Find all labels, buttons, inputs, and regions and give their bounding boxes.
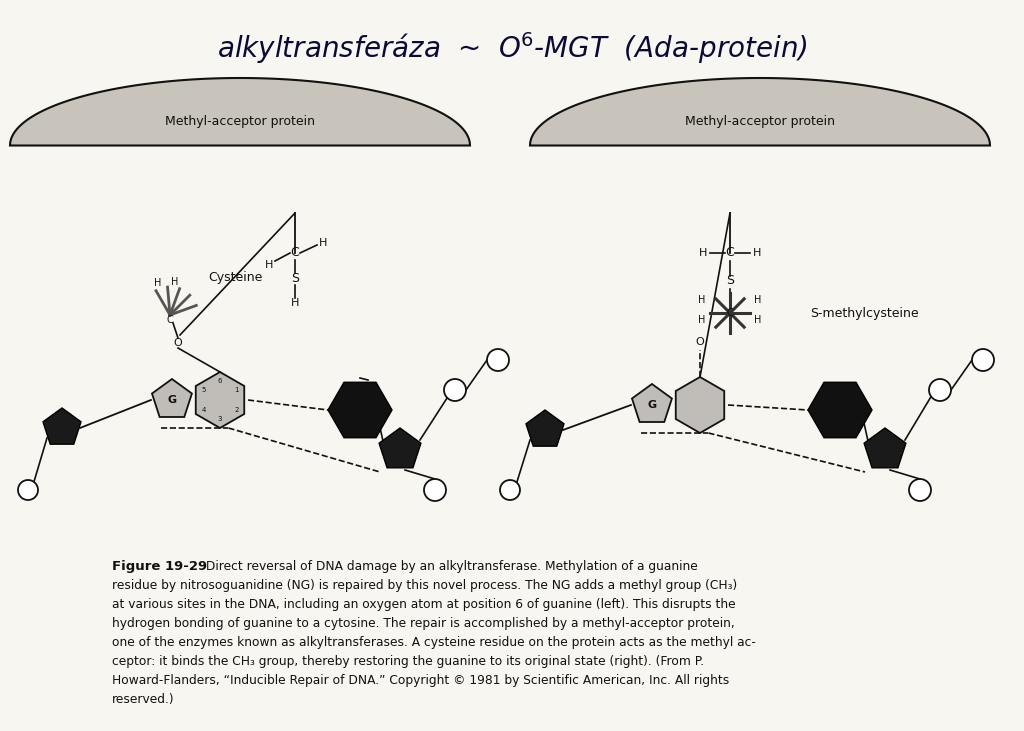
Circle shape: [929, 379, 951, 401]
Text: Direct reversal of DNA damage by an alkyltransferase. Methylation of a guanine: Direct reversal of DNA damage by an alky…: [202, 560, 697, 573]
Polygon shape: [379, 428, 421, 468]
Text: O: O: [695, 337, 705, 347]
Text: residue by nitrosoguanidine (NG) is repaired by this novel process. The NG adds : residue by nitrosoguanidine (NG) is repa…: [112, 579, 737, 592]
Text: C: C: [167, 315, 173, 325]
Text: ceptor: it binds the CH₃ group, thereby restoring the guanine to its original st: ceptor: it binds the CH₃ group, thereby …: [112, 655, 705, 668]
Circle shape: [500, 480, 520, 500]
Polygon shape: [808, 382, 872, 438]
Text: reserved.): reserved.): [112, 693, 175, 706]
Text: S: S: [291, 271, 299, 284]
Polygon shape: [864, 428, 906, 468]
Circle shape: [972, 349, 994, 371]
Text: S-methylcysteine: S-methylcysteine: [810, 306, 919, 319]
Text: Figure 19-29: Figure 19-29: [112, 560, 207, 573]
Text: Howard-Flanders, “Inducible Repair of DNA.” Copyright © 1981 by Scientific Ameri: Howard-Flanders, “Inducible Repair of DN…: [112, 674, 729, 687]
Text: C: C: [727, 308, 733, 318]
Text: H: H: [698, 315, 706, 325]
Text: H: H: [265, 260, 273, 270]
Polygon shape: [632, 384, 672, 422]
Circle shape: [18, 480, 38, 500]
Text: C: C: [291, 246, 299, 260]
Text: 4: 4: [202, 406, 206, 412]
Circle shape: [487, 349, 509, 371]
Text: H: H: [171, 277, 178, 287]
Text: G: G: [647, 400, 656, 410]
Text: Methyl-acceptor protein: Methyl-acceptor protein: [165, 115, 315, 129]
Circle shape: [424, 479, 446, 501]
Text: 6: 6: [218, 378, 222, 384]
Text: H: H: [318, 238, 328, 248]
Text: H: H: [753, 248, 761, 258]
Circle shape: [909, 479, 931, 501]
Polygon shape: [328, 382, 392, 438]
Circle shape: [444, 379, 466, 401]
Polygon shape: [43, 408, 81, 444]
Text: H: H: [698, 295, 706, 305]
Polygon shape: [196, 372, 245, 428]
Text: one of the enzymes known as alkyltransferases. A cysteine residue on the protein: one of the enzymes known as alkyltransfe…: [112, 636, 756, 649]
Text: Cysteine: Cysteine: [208, 271, 262, 284]
Text: H: H: [155, 278, 162, 288]
Polygon shape: [530, 78, 990, 145]
Text: alkyltransferáza  ~  O$^6$-MGT  (Ada-protein): alkyltransferáza ~ O$^6$-MGT (Ada-protei…: [217, 30, 807, 66]
Text: H: H: [755, 295, 762, 305]
Polygon shape: [10, 78, 470, 145]
Text: S: S: [726, 275, 734, 287]
Text: H: H: [291, 298, 299, 308]
Text: 3: 3: [218, 416, 222, 422]
Text: 5: 5: [202, 387, 206, 393]
Text: H: H: [755, 315, 762, 325]
Polygon shape: [676, 377, 724, 433]
Polygon shape: [526, 410, 564, 446]
Text: C: C: [726, 246, 734, 260]
Text: 2: 2: [234, 406, 239, 412]
Text: G: G: [167, 395, 176, 405]
Text: at various sites in the DNA, including an oxygen atom at position 6 of guanine (: at various sites in the DNA, including a…: [112, 598, 735, 611]
Text: hydrogen bonding of guanine to a cytosine. The repair is accomplished by a methy: hydrogen bonding of guanine to a cytosin…: [112, 617, 735, 630]
Text: Methyl-acceptor protein: Methyl-acceptor protein: [685, 115, 835, 129]
Text: 1: 1: [234, 387, 239, 393]
Text: O: O: [174, 338, 182, 348]
Text: H: H: [698, 248, 708, 258]
Polygon shape: [152, 379, 191, 417]
